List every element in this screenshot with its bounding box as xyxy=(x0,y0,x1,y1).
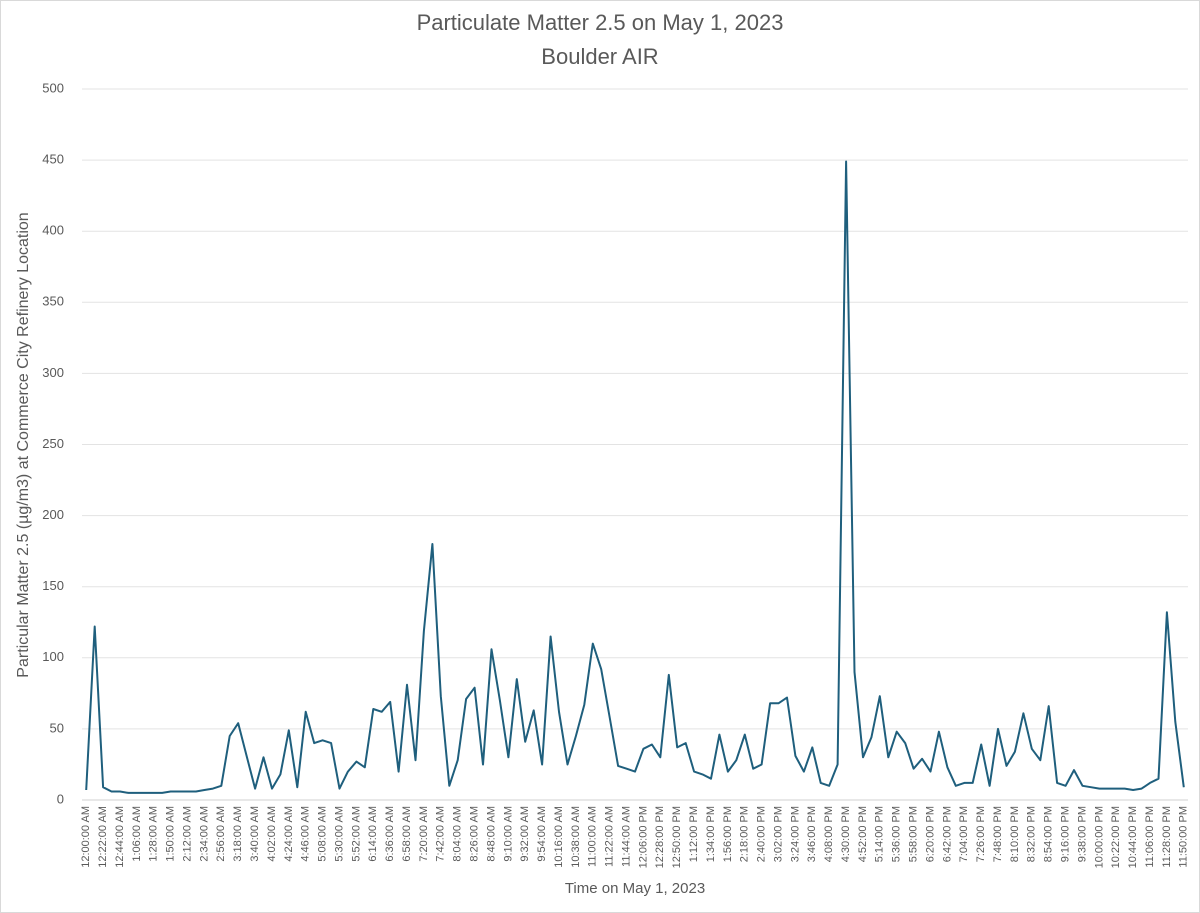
y-tick-label: 500 xyxy=(42,80,64,95)
x-tick-label: 11:50:00 PM xyxy=(1178,806,1190,868)
x-tick-label: 9:10:00 AM xyxy=(502,806,514,862)
x-tick-label: 8:10:00 PM xyxy=(1009,806,1021,862)
x-tick-label: 9:54:00 AM xyxy=(536,806,548,862)
x-tick-label: 2:34:00 AM xyxy=(198,806,210,862)
x-tick-label: 1:56:00 PM xyxy=(722,806,734,862)
x-tick-label: 5:14:00 PM xyxy=(874,806,886,862)
y-tick-label: 150 xyxy=(42,578,64,593)
x-tick-label: 10:16:00 AM xyxy=(553,806,565,868)
y-tick-label: 100 xyxy=(42,649,64,664)
y-tick-label: 400 xyxy=(42,223,64,238)
x-tick-label: 4:46:00 AM xyxy=(300,806,312,862)
x-tick-label: 2:12:00 AM xyxy=(181,806,193,862)
data-line xyxy=(85,160,1185,794)
chart-subtitle: Boulder AIR xyxy=(541,44,658,69)
x-tick-label: 10:22:00 PM xyxy=(1110,806,1122,868)
x-tick-label: 2:56:00 AM xyxy=(215,806,227,862)
x-tick-label: 6:36:00 AM xyxy=(384,806,396,862)
x-tick-label: 8:48:00 AM xyxy=(485,806,497,862)
x-tick-label: 9:32:00 AM xyxy=(519,806,531,862)
x-tick-label: 3:24:00 PM xyxy=(789,806,801,862)
x-tick-label: 10:44:00 PM xyxy=(1127,806,1139,868)
x-tick-label: 5:52:00 AM xyxy=(350,806,362,862)
y-tick-label: 200 xyxy=(42,507,64,522)
x-tick-label: 3:46:00 PM xyxy=(806,806,818,862)
x-tick-label: 12:44:00 AM xyxy=(114,806,126,868)
x-tick-label: 4:08:00 PM xyxy=(823,806,835,862)
x-tick-label: 6:20:00 PM xyxy=(924,806,936,862)
x-tick-label: 6:42:00 PM xyxy=(941,806,953,862)
x-tick-label: 12:06:00 PM xyxy=(637,806,649,868)
x-tick-label: 8:04:00 AM xyxy=(452,806,464,862)
x-tick-label: 7:26:00 PM xyxy=(975,806,987,862)
x-tick-label: 7:48:00 PM xyxy=(992,806,1004,862)
x-tick-label: 3:02:00 PM xyxy=(772,806,784,862)
y-tick-label: 0 xyxy=(57,791,64,806)
x-tick-label: 10:38:00 AM xyxy=(570,806,582,868)
x-tick-label: 6:14:00 AM xyxy=(367,806,379,862)
y-tick-label: 350 xyxy=(42,294,64,309)
x-tick-label: 4:24:00 AM xyxy=(283,806,295,862)
x-tick-label: 8:32:00 PM xyxy=(1026,806,1038,862)
x-tick-label: 11:28:00 PM xyxy=(1161,806,1173,868)
x-tick-label: 9:38:00 PM xyxy=(1076,806,1088,862)
y-axis-label: Particular Matter 2.5 (µg/m3) at Commerc… xyxy=(15,212,32,677)
x-tick-label: 4:30:00 PM xyxy=(840,806,852,862)
x-tick-label: 12:22:00 AM xyxy=(97,806,109,868)
x-tick-label: 9:16:00 PM xyxy=(1059,806,1071,862)
x-tick-label: 6:58:00 AM xyxy=(401,806,413,862)
x-tick-label: 3:40:00 AM xyxy=(249,806,261,862)
chart-title: Particulate Matter 2.5 on May 1, 2023 xyxy=(417,10,784,35)
x-tick-label: 7:04:00 PM xyxy=(958,806,970,862)
x-tick-label: 5:58:00 PM xyxy=(908,806,920,862)
y-tick-label: 300 xyxy=(42,365,64,380)
x-tick-label: 1:34:00 PM xyxy=(705,806,717,862)
x-tick-label: 12:28:00 PM xyxy=(654,806,666,868)
x-tick-label: 12:50:00 PM xyxy=(671,806,683,868)
x-tick-label: 3:18:00 AM xyxy=(232,806,244,862)
x-tick-label: 10:00:00 PM xyxy=(1093,806,1105,868)
x-tick-label: 1:06:00 AM xyxy=(131,806,143,862)
y-tick-label: 250 xyxy=(42,436,64,451)
x-tick-label: 11:22:00 AM xyxy=(604,806,616,867)
x-tick-label: 2:18:00 PM xyxy=(739,806,751,862)
y-tick-label: 50 xyxy=(50,720,64,735)
x-tick-label: 5:36:00 PM xyxy=(891,806,903,862)
x-tick-label: 12:00:00 AM xyxy=(80,806,92,868)
y-tick-label: 450 xyxy=(42,152,64,167)
x-tick-label: 5:08:00 AM xyxy=(317,806,329,862)
x-tick-label: 4:02:00 AM xyxy=(266,806,278,862)
x-tick-label: 8:54:00 PM xyxy=(1043,806,1055,862)
x-tick-label: 4:52:00 PM xyxy=(857,806,869,862)
x-tick-label: 11:06:00 PM xyxy=(1144,806,1156,868)
x-tick-label: 2:40:00 PM xyxy=(756,806,768,862)
x-tick-label: 1:28:00 AM xyxy=(148,806,160,862)
x-tick-label: 8:26:00 AM xyxy=(468,806,480,862)
x-tick-label: 7:42:00 AM xyxy=(435,806,447,862)
x-tick-label: 1:50:00 AM xyxy=(165,806,177,862)
x-tick-label: 7:20:00 AM xyxy=(418,806,430,862)
x-tick-label: 11:44:00 AM xyxy=(620,806,632,867)
x-tick-label: 1:12:00 PM xyxy=(688,806,700,862)
x-tick-label: 5:30:00 AM xyxy=(333,806,345,862)
x-tick-label: 11:00:00 AM xyxy=(587,806,599,867)
x-axis-label: Time on May 1, 2023 xyxy=(565,880,705,897)
